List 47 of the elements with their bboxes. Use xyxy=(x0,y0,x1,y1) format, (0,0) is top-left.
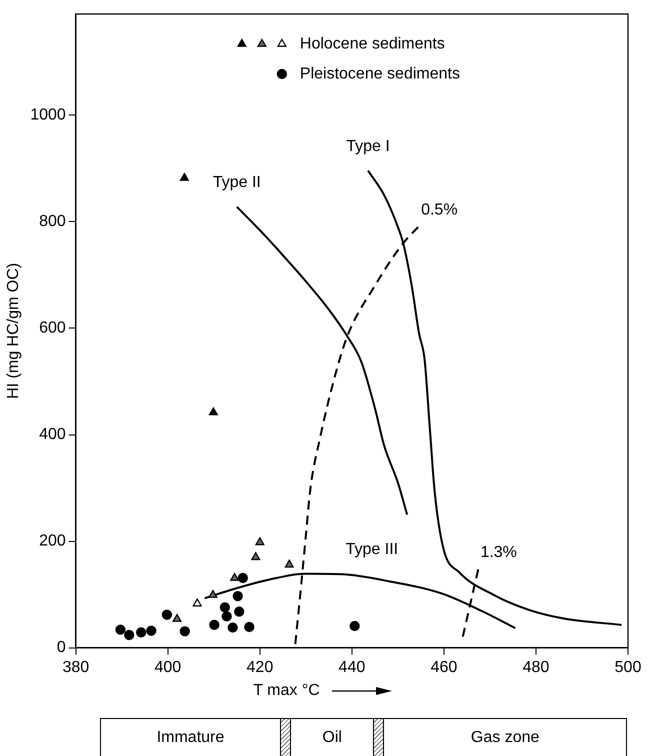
point xyxy=(208,407,218,416)
series-label: 1.3% xyxy=(480,544,517,561)
point xyxy=(136,627,146,638)
point xyxy=(208,590,218,598)
series-label: 0.5% xyxy=(421,201,458,218)
point xyxy=(222,611,232,622)
x-axis-title: T max °C xyxy=(253,682,320,700)
point xyxy=(284,560,294,568)
point xyxy=(255,537,264,546)
y-tick-label: 800 xyxy=(39,213,66,230)
series-label: Type II xyxy=(212,174,261,192)
point xyxy=(238,572,248,584)
x-tick-label: 480 xyxy=(522,658,550,676)
series-label: Type III xyxy=(346,541,398,558)
point xyxy=(192,598,202,606)
y-tick-label: 600 xyxy=(39,320,66,337)
point xyxy=(180,626,190,636)
y-tick-label: 0 xyxy=(56,639,66,656)
point xyxy=(146,626,156,636)
point xyxy=(244,622,254,632)
y-tick-label: 1000 xyxy=(30,106,66,124)
point xyxy=(209,620,220,630)
x-tick-label: 400 xyxy=(154,658,182,676)
legend-label: Pleistocene sediments xyxy=(300,65,460,82)
point xyxy=(234,606,244,617)
x-tick-label: 380 xyxy=(62,658,90,676)
x-tick-label: 500 xyxy=(614,658,642,676)
x-tick-label: 440 xyxy=(338,658,366,676)
point xyxy=(228,622,238,633)
y-axis-title: HI (mg HC/gm OC) xyxy=(5,262,22,399)
maturity-zone-scale: Immature Oil Gas zone xyxy=(100,718,627,756)
series-label: Type I xyxy=(346,138,390,155)
y-tick-label: 200 xyxy=(39,532,66,550)
point xyxy=(232,591,243,602)
point xyxy=(230,572,240,581)
point xyxy=(350,620,360,632)
x-tick-label: 420 xyxy=(246,658,274,676)
point xyxy=(220,602,230,612)
point xyxy=(115,624,126,635)
point xyxy=(180,172,189,181)
legend-label: Holocene sediments xyxy=(300,35,445,52)
x-tick-label: 460 xyxy=(430,658,458,676)
y-tick-label: 400 xyxy=(39,426,66,444)
point xyxy=(162,610,172,620)
point xyxy=(124,630,134,640)
point xyxy=(172,614,182,622)
point xyxy=(251,552,260,560)
